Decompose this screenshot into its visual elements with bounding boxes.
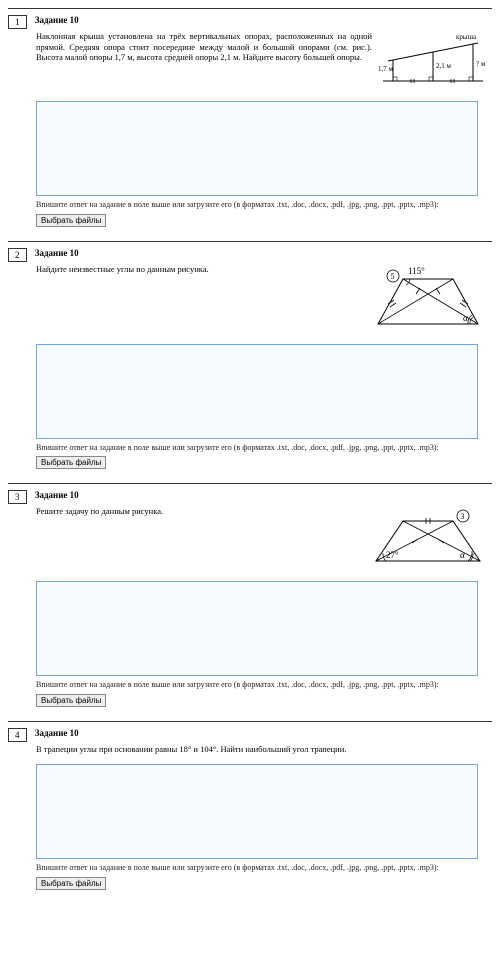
task-title: Задание 10 bbox=[35, 15, 79, 25]
task-body: Найдите неизвестные углы по данным рисун… bbox=[8, 264, 492, 334]
task-figure: 5 115° α bbox=[368, 264, 488, 334]
roof-label: крыша bbox=[456, 33, 477, 41]
choose-files-button[interactable]: Выбрать файлы bbox=[36, 214, 106, 227]
task-block: 1 Задание 10 Наклонная крыша установлена… bbox=[8, 8, 492, 237]
task-block: 4 Задание 10 В трапеции углы при основан… bbox=[8, 721, 492, 900]
task-number-badge: 2 bbox=[8, 248, 27, 262]
upload-hint: Впишите ответ на задание в поле выше или… bbox=[36, 200, 478, 210]
choose-files-button[interactable]: Выбрать файлы bbox=[36, 456, 106, 469]
choose-files-button[interactable]: Выбрать файлы bbox=[36, 877, 106, 890]
upload-hint: Впишите ответ на задание в поле выше или… bbox=[36, 863, 478, 873]
right-height-label: ? м bbox=[476, 60, 486, 68]
angle-right-label: α bbox=[460, 550, 465, 560]
answer-input[interactable] bbox=[36, 101, 478, 196]
task-figure: 3 27° α bbox=[368, 506, 488, 571]
task-body: Наклонная крыша установлена на трёх верт… bbox=[8, 31, 492, 91]
task-number-badge: 3 bbox=[8, 490, 27, 504]
task-figure: крыша 1,7 м 2,1 м bbox=[378, 31, 488, 91]
angle-left-label: 27° bbox=[386, 550, 399, 560]
task-header: 2 Задание 10 bbox=[8, 248, 492, 262]
left-height-label: 1,7 м bbox=[378, 65, 394, 73]
answer-input[interactable] bbox=[36, 344, 478, 439]
task-prompt: Наклонная крыша установлена на трёх верт… bbox=[36, 31, 372, 63]
task-block: 2 Задание 10 Найдите неизвестные углы по… bbox=[8, 241, 492, 480]
task-prompt: В трапеции углы при основании равны 18° … bbox=[36, 744, 488, 755]
task-prompt: Найдите неизвестные углы по данным рисун… bbox=[36, 264, 362, 275]
task-body: В трапеции углы при основании равны 18° … bbox=[8, 744, 492, 755]
task-title: Задание 10 bbox=[35, 728, 79, 738]
task-title: Задание 10 bbox=[35, 490, 79, 500]
task-header: 4 Задание 10 bbox=[8, 728, 492, 742]
task-prompt: Решите задачу по данным рисунка. bbox=[36, 506, 362, 517]
figure-badge: 5 bbox=[391, 272, 395, 281]
task-number-badge: 4 bbox=[8, 728, 27, 742]
answer-input[interactable] bbox=[36, 764, 478, 859]
angle-right-label: α bbox=[463, 313, 468, 323]
task-header: 3 Задание 10 bbox=[8, 490, 492, 504]
task-header: 1 Задание 10 bbox=[8, 15, 492, 29]
task-block: 3 Задание 10 Решите задачу по данным рис… bbox=[8, 483, 492, 717]
upload-hint: Впишите ответ на задание в поле выше или… bbox=[36, 680, 478, 690]
angle-top-label: 115° bbox=[408, 266, 425, 276]
answer-input[interactable] bbox=[36, 581, 478, 676]
task-body: Решите задачу по данным рисунка. bbox=[8, 506, 492, 571]
choose-files-button[interactable]: Выбрать файлы bbox=[36, 694, 106, 707]
figure-badge: 3 bbox=[461, 512, 465, 521]
task-title: Задание 10 bbox=[35, 248, 79, 258]
task-number-badge: 1 bbox=[8, 15, 27, 29]
mid-height-label: 2,1 м bbox=[436, 62, 452, 70]
upload-hint: Впишите ответ на задание в поле выше или… bbox=[36, 443, 478, 453]
